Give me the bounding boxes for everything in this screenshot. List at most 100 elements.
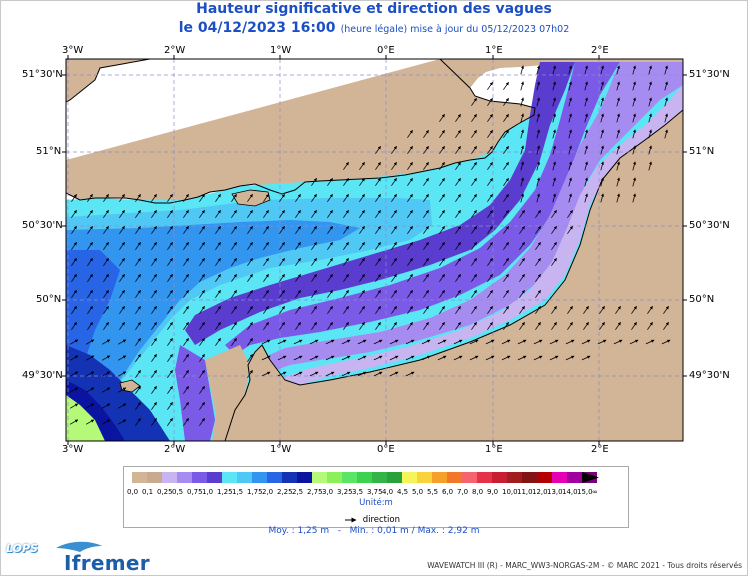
direction-arrow <box>487 129 493 138</box>
direction-arrow <box>485 355 495 361</box>
colorbar-tick-label: 11,0 <box>517 488 533 496</box>
direction-arrow <box>359 209 365 218</box>
direction-arrow <box>407 273 413 282</box>
direction-arrow <box>568 177 572 187</box>
colorbar-tick-label: 8,0 <box>472 488 484 496</box>
direction-arrow <box>535 241 541 250</box>
lat-label-right: 51°30'N <box>689 69 730 80</box>
direction-arrow <box>215 241 221 250</box>
direction-arrow <box>439 177 445 186</box>
direction-arrow <box>600 161 604 171</box>
direction-arrow <box>87 241 93 250</box>
direction-arrow <box>568 97 572 107</box>
direction-arrow <box>471 289 477 298</box>
direction-arrow <box>439 289 445 298</box>
map-title: Hauteur significative et direction des v… <box>196 1 552 17</box>
colorbar-swatch <box>417 472 432 483</box>
direction-arrow <box>439 273 445 282</box>
direction-arrow <box>183 209 189 218</box>
direction-arrow <box>439 257 445 266</box>
direction-arrow <box>215 225 221 234</box>
direction-arrow <box>199 417 205 426</box>
direction-arrow <box>584 65 588 75</box>
direction-arrow <box>183 241 189 250</box>
direction-arrow <box>199 209 205 218</box>
direction-legend: direction <box>344 515 400 525</box>
direction-arrow <box>552 193 556 203</box>
direction-arrow <box>551 257 557 266</box>
direction-arrow <box>632 81 636 91</box>
direction-arrow <box>469 339 479 345</box>
direction-arrow <box>311 289 317 298</box>
direction-arrow <box>616 65 620 75</box>
lon-label-bottom: 2°E <box>591 444 609 455</box>
direction-arrow <box>600 177 604 187</box>
direction-arrow <box>231 337 237 346</box>
direction-arrow <box>135 273 141 282</box>
direction-arrow <box>295 273 301 282</box>
direction-arrow <box>661 339 671 345</box>
direction-arrow <box>309 371 319 377</box>
direction-arrow <box>247 241 253 250</box>
direction-arrow <box>263 273 269 282</box>
wave-band-lavender <box>258 62 683 372</box>
direction-arrow <box>231 257 237 266</box>
direction-arrow <box>135 321 141 330</box>
direction-arrow <box>519 225 525 234</box>
direction-arrow <box>359 289 365 298</box>
direction-arrow <box>471 305 477 314</box>
direction-arrow <box>85 419 95 425</box>
direction-arrow <box>151 193 157 202</box>
direction-arrow <box>119 225 125 234</box>
colorbar-tick-label: 0,1 <box>142 488 154 496</box>
direction-arrow <box>71 273 77 282</box>
direction-arrow <box>261 355 271 361</box>
colorbar-swatch <box>237 472 252 483</box>
colorbar-tick-label: 0,25 <box>157 488 173 496</box>
colorbar-swatch <box>507 472 522 483</box>
direction-arrow <box>199 273 205 282</box>
direction-arrow <box>135 385 141 394</box>
direction-arrow <box>567 321 573 330</box>
direction-arrow <box>391 209 397 218</box>
direction-arrow <box>421 339 431 345</box>
colorbar-tick-label: 6,0 <box>442 488 454 496</box>
direction-arrow <box>600 65 604 75</box>
colorbar-tick-label: 13,0 <box>547 488 563 496</box>
direction-arrow <box>151 417 157 426</box>
direction-arrow <box>520 177 524 187</box>
direction-arrow <box>648 145 652 155</box>
direction-arrow <box>581 355 591 361</box>
direction-arrow <box>167 353 173 362</box>
cotentin-land <box>205 345 250 441</box>
direction-arrow <box>389 339 399 345</box>
map-ticks <box>62 55 687 445</box>
direction-arrow <box>151 257 157 266</box>
colorbar-tick-label: 12,0 <box>532 488 548 496</box>
colorbar-swatch <box>522 472 537 483</box>
direction-arrow <box>439 113 445 122</box>
direction-arrow <box>552 97 556 107</box>
direction-arrow <box>600 97 604 107</box>
direction-arrow <box>359 273 365 282</box>
colorbar-swatch <box>327 472 342 483</box>
direction-arrow <box>407 241 413 250</box>
colorbar-tick-label: 9,0 <box>487 488 499 496</box>
direction-arrow <box>552 161 556 171</box>
direction-arrow <box>117 387 127 393</box>
direction-arrow <box>373 339 383 345</box>
direction-arrow <box>487 209 493 218</box>
direction-arrow <box>535 209 541 218</box>
lon-label-top: 1°E <box>485 45 503 56</box>
direction-arrow <box>584 145 588 155</box>
direction-arrow <box>69 355 79 361</box>
direction-arrow <box>101 339 111 345</box>
direction-arrow <box>391 145 397 154</box>
direction-arrow <box>455 209 461 218</box>
colorbar-swatch <box>357 472 372 483</box>
direction-arrow <box>183 305 189 314</box>
direction-arrow <box>439 145 445 154</box>
direction-arrow <box>103 289 109 298</box>
direction-arrow <box>375 257 381 266</box>
